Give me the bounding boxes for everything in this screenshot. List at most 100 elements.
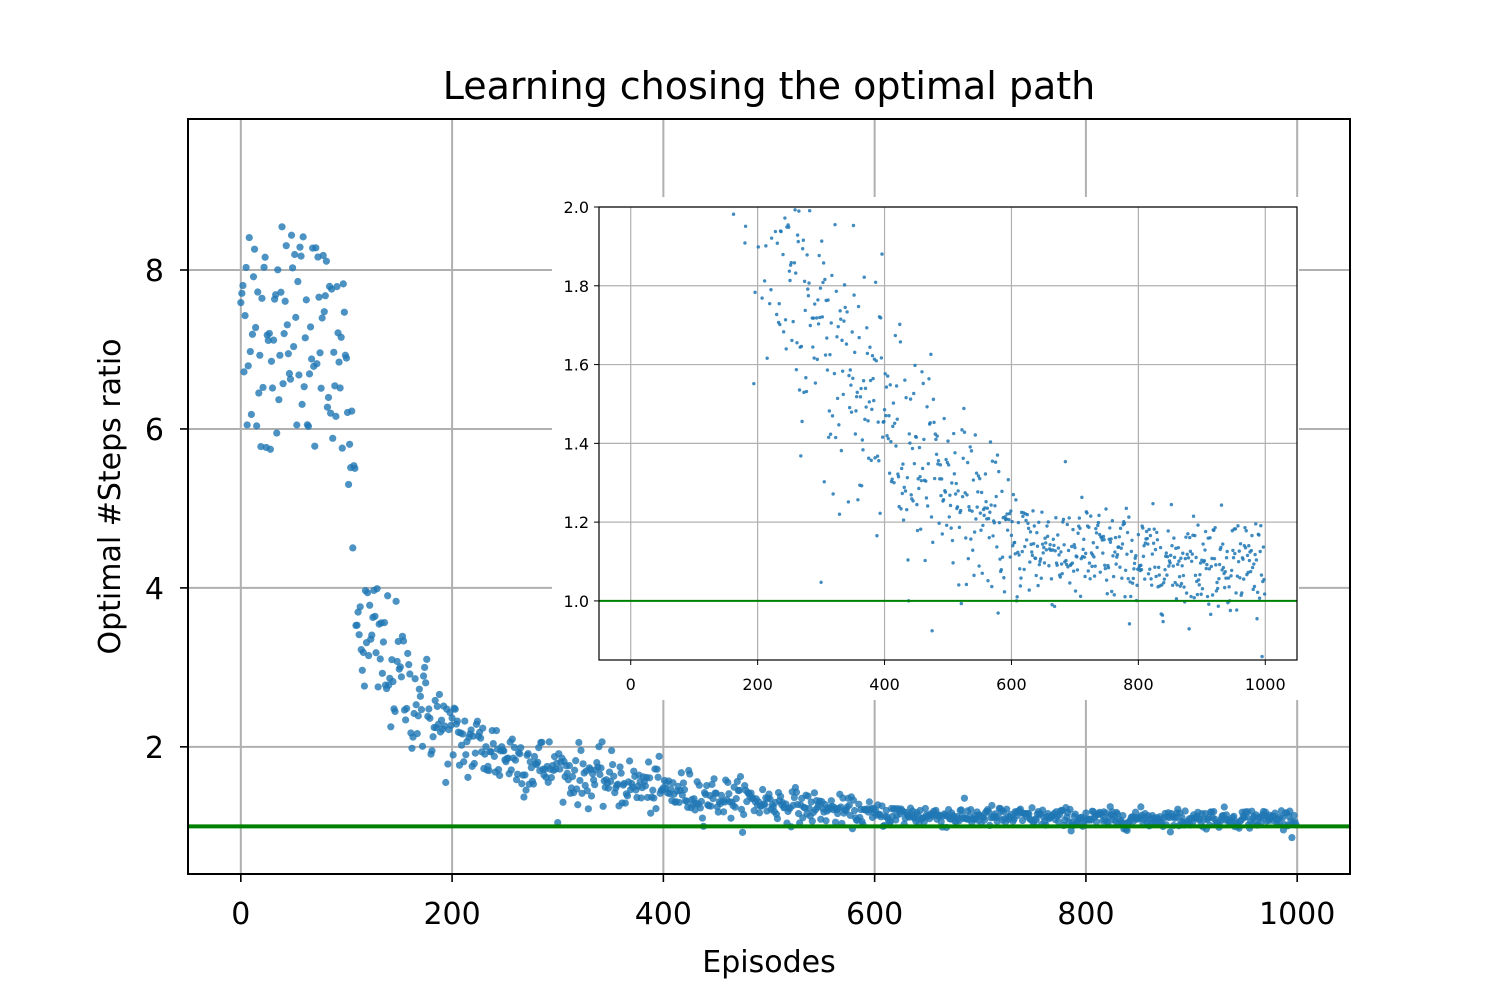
inset-scatter-point — [831, 492, 835, 496]
scatter-point — [583, 787, 591, 795]
scatter-point — [355, 631, 363, 639]
inset-scatter-point — [1228, 608, 1233, 613]
inset-scatter-point — [1064, 558, 1068, 563]
inset-scatter-point — [1213, 525, 1217, 530]
scatter-point — [625, 757, 634, 765]
inset-scatter-point — [944, 457, 948, 462]
inset-scatter-point — [1197, 583, 1201, 587]
scatter-point — [255, 389, 263, 397]
scatter-point — [735, 786, 744, 794]
scatter-point — [312, 244, 320, 252]
inset-scatter-point — [1081, 547, 1085, 552]
scatter-point — [379, 638, 388, 646]
inset-scatter-point — [847, 405, 852, 410]
inset-scatter-point — [842, 283, 847, 287]
scatter-point — [697, 797, 705, 806]
inset-scatter-point — [1202, 559, 1207, 563]
inset-scatter-point — [907, 432, 911, 436]
scatter-point — [831, 818, 840, 826]
inset-scatter-point — [1203, 529, 1208, 534]
inset-scatter-point — [990, 459, 995, 463]
inset-scatter-point — [1219, 503, 1224, 507]
scatter-point — [571, 766, 579, 774]
scatter-point — [293, 421, 301, 429]
inset-scatter-point — [1252, 584, 1257, 589]
x-tick-label: 600 — [846, 897, 903, 932]
inset-scatter-point — [837, 423, 841, 427]
scatter-point — [579, 760, 587, 768]
inset-scatter-point — [767, 301, 772, 306]
scatter-point — [680, 786, 689, 794]
scatter-point — [324, 393, 333, 402]
scatter-point — [1123, 826, 1131, 835]
inset-scatter-point — [950, 538, 955, 543]
inset-scatter-point — [925, 405, 929, 409]
inset-scatter-point — [811, 316, 816, 320]
scatter-point — [241, 312, 249, 320]
inset-scatter-point — [943, 490, 948, 494]
inset-scatter-point — [934, 452, 939, 456]
inset-scatter-point — [859, 386, 863, 391]
inset-scatter-point — [1044, 548, 1049, 552]
scatter-point — [278, 223, 286, 231]
inset-scatter-point — [813, 302, 817, 306]
scatter-point — [500, 747, 508, 755]
scatter-point — [244, 362, 252, 370]
inset-scatter-point — [889, 439, 893, 444]
inset-scatter-point — [1182, 585, 1186, 589]
inset-scatter-point — [1051, 537, 1056, 541]
scatter-point — [365, 651, 373, 660]
inset-scatter-point — [1236, 524, 1240, 528]
inset-scatter-point — [1111, 574, 1116, 579]
inset-scatter-point — [790, 338, 794, 343]
scatter-point — [1028, 804, 1036, 812]
inset-scatter-point — [864, 405, 868, 409]
inset-scatter-point — [1094, 531, 1099, 535]
inset-scatter-point — [833, 222, 837, 227]
inset-scatter-point — [1042, 545, 1046, 550]
scatter-point — [269, 336, 278, 344]
inset-scatter-point — [879, 356, 884, 360]
inset-scatter-point — [1106, 566, 1111, 570]
scatter-point — [507, 766, 515, 774]
inset-scatter-point — [1119, 546, 1123, 550]
scatter-point — [392, 597, 400, 605]
inset-scatter-point — [946, 463, 951, 467]
scatter-point — [617, 769, 625, 777]
inset-scatter-point — [793, 208, 797, 212]
inset-scatter-point — [1123, 595, 1127, 599]
inset-scatter-point — [1165, 554, 1170, 559]
scatter-point — [418, 742, 427, 750]
inset-scatter-point — [1132, 561, 1137, 566]
inset-scatter-point — [888, 383, 892, 387]
scatter-point — [598, 738, 606, 746]
scatter-point — [810, 789, 819, 797]
inset-scatter-point — [1161, 619, 1165, 624]
inset-scatter-point — [1142, 544, 1146, 548]
inset-scatter-point — [1236, 559, 1241, 564]
inset-scatter-point — [971, 548, 975, 552]
inset-scatter-point — [1101, 534, 1106, 539]
inset-scatter-point — [1002, 590, 1007, 594]
inset-x-tick-label: 1000 — [1245, 675, 1286, 694]
inset-scatter-point — [1114, 562, 1118, 566]
inset-scatter-point — [1073, 589, 1078, 593]
inset-scatter-point — [833, 435, 838, 440]
inset-y-tick-label: 1.0 — [564, 592, 589, 611]
scatter-point — [522, 786, 530, 794]
inset-scatter-point — [1061, 520, 1065, 524]
scatter-point — [1166, 828, 1175, 836]
inset-scatter-point — [914, 435, 918, 439]
inset-scatter-point — [1261, 545, 1266, 549]
inset-scatter-point — [1103, 563, 1107, 568]
scatter-point — [393, 657, 401, 666]
inset-scatter-point — [952, 472, 957, 476]
inset-scatter-point — [853, 350, 857, 355]
inset-scatter-point — [1009, 509, 1013, 513]
scatter-point — [320, 308, 328, 316]
inset-scatter-point — [1225, 549, 1229, 554]
inset-scatter-point — [1195, 592, 1200, 597]
scatter-point — [267, 357, 276, 365]
inset-scatter-point — [1171, 564, 1175, 568]
